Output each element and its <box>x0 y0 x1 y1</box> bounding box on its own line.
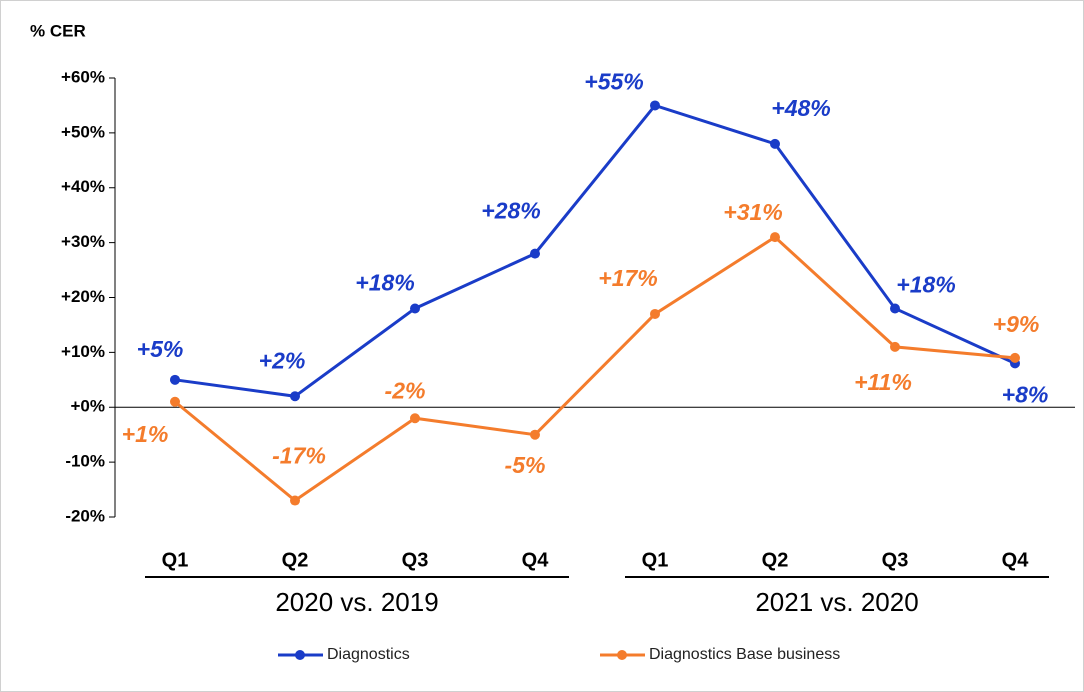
group-label: 2021 vs. 2020 <box>755 587 918 617</box>
data-point <box>530 429 540 440</box>
data-point <box>290 495 300 506</box>
series-line <box>174 235 1016 503</box>
data-label: -5% <box>505 452 546 478</box>
legend-marker <box>617 650 627 660</box>
x-tick-label: Q1 <box>642 549 669 571</box>
data-label: +18% <box>896 272 955 298</box>
y-tick-label: -10% <box>65 452 105 471</box>
data-label: +1% <box>122 421 169 447</box>
data-point <box>650 100 660 111</box>
legend-label: Diagnostics <box>327 646 410 663</box>
data-label: +8% <box>1002 381 1049 407</box>
data-point <box>650 308 660 319</box>
y-tick-label: +0% <box>71 397 106 416</box>
data-point <box>1010 352 1020 363</box>
data-point <box>410 413 420 424</box>
data-label: +55% <box>584 69 643 95</box>
data-point <box>530 248 540 259</box>
data-point <box>290 391 300 402</box>
y-tick-label: +40% <box>61 177 105 196</box>
x-tick-label: Q2 <box>762 549 789 571</box>
x-tick-label: Q4 <box>1002 549 1030 571</box>
x-tick-label: Q3 <box>402 549 429 571</box>
data-point <box>890 341 900 352</box>
x-tick-label: Q1 <box>162 549 189 571</box>
data-label: +2% <box>259 347 306 373</box>
data-label: +9% <box>993 311 1040 337</box>
y-tick-label: +30% <box>61 232 105 251</box>
data-label: +5% <box>137 336 184 362</box>
data-label: +48% <box>771 95 830 121</box>
data-point <box>890 303 900 314</box>
y-tick-label: +50% <box>61 122 105 141</box>
data-label: +17% <box>598 265 657 291</box>
x-tick-label: Q4 <box>522 549 550 571</box>
data-label: +11% <box>854 369 912 395</box>
data-point <box>770 232 780 243</box>
data-point <box>170 396 180 407</box>
data-label: +31% <box>723 199 782 225</box>
data-label: -17% <box>272 443 326 469</box>
group-label: 2020 vs. 2019 <box>275 587 438 617</box>
data-point <box>170 374 180 385</box>
y-tick-label: +10% <box>61 342 105 361</box>
x-tick-label: Q3 <box>882 549 909 571</box>
data-point <box>770 138 780 149</box>
x-tick-label: Q2 <box>282 549 309 571</box>
y-axis-label: % CER <box>30 21 86 40</box>
data-label: +28% <box>481 198 540 224</box>
y-tick-label: +20% <box>61 287 105 306</box>
data-point <box>410 303 420 314</box>
legend-label: Diagnostics Base business <box>649 646 840 663</box>
data-label: +18% <box>355 270 414 296</box>
data-label: -2% <box>385 377 426 403</box>
legend-marker <box>295 650 305 660</box>
series-line <box>174 103 1016 398</box>
y-tick-label: -20% <box>65 506 105 525</box>
y-tick-label: +60% <box>61 67 105 86</box>
